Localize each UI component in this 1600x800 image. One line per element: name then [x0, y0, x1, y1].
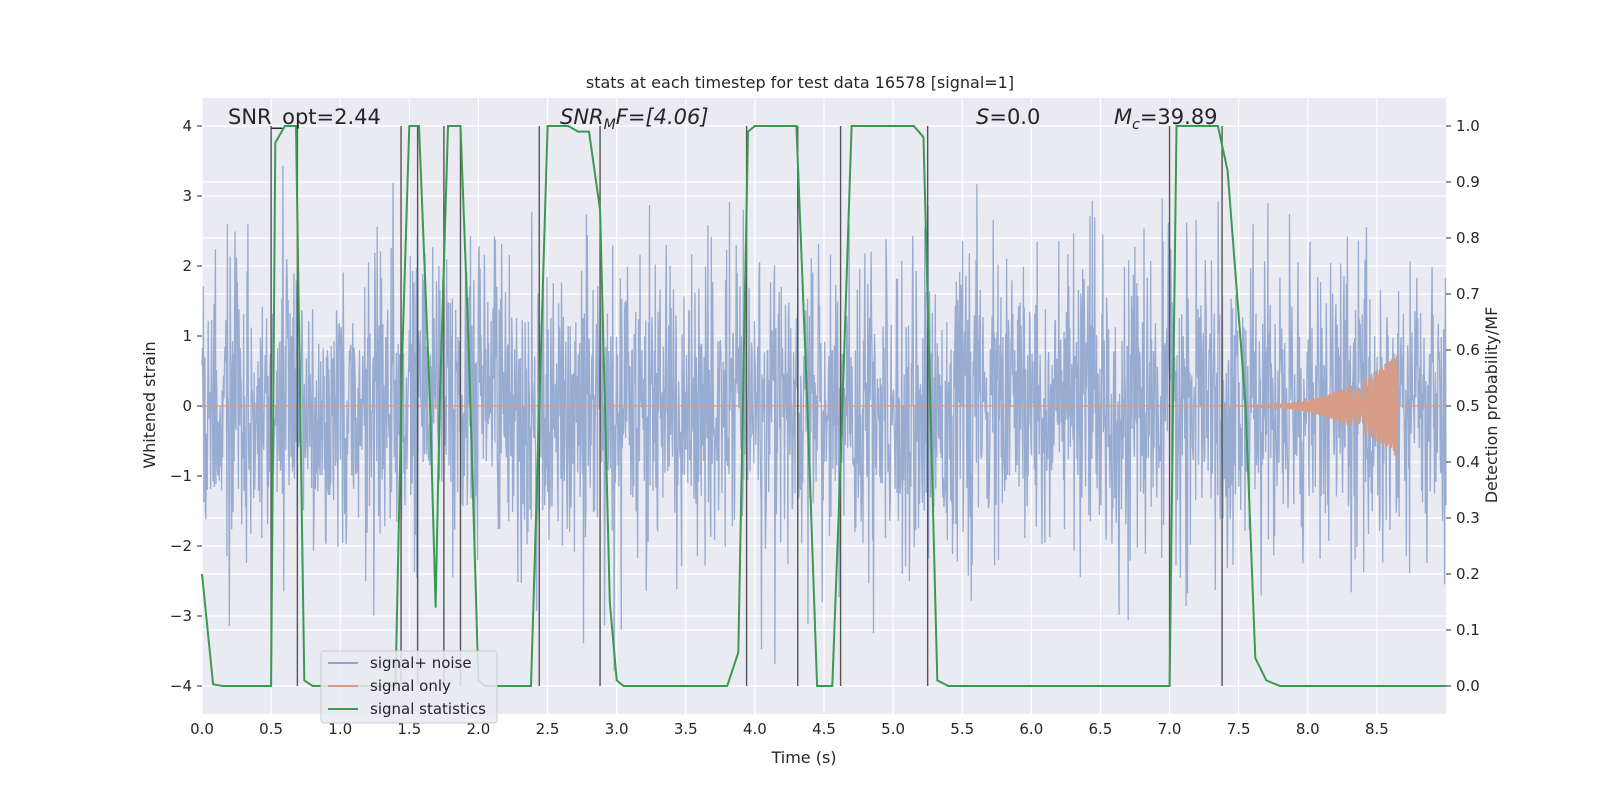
- y-tick-label-right: 1.0: [1456, 117, 1480, 135]
- legend: signal+ noise signal only signal statist…: [320, 650, 498, 724]
- series-signal-noise: [201, 165, 1447, 672]
- annotation-s-symbol: S: [976, 105, 989, 129]
- x-tick-label: 8.0: [1296, 720, 1320, 738]
- annotation-mc-value: =39.89: [1140, 105, 1218, 129]
- y-axis-label-right: Detection probability/MF: [1482, 307, 1501, 504]
- x-axis-label: Time (s): [770, 748, 836, 767]
- y-tick-label-left: −2: [170, 537, 192, 555]
- y-tick-label-right: 0.1: [1456, 621, 1480, 639]
- x-tick-label: 3.0: [605, 720, 629, 738]
- x-tick-label: 5.5: [950, 720, 974, 738]
- signal-only-line: [202, 355, 1446, 459]
- x-tick-label: 1.0: [328, 720, 352, 738]
- y-tick-label-left: 2: [182, 257, 192, 275]
- x-tick-label: 5.0: [881, 720, 905, 738]
- signal-noise-line: [201, 165, 1447, 672]
- annotation-snr-mf: SNRMF=[4.06]: [560, 105, 709, 133]
- y-tick-label-right: 0.5: [1456, 397, 1480, 415]
- y-tick-label-right: 0.6: [1456, 341, 1480, 359]
- annotation-mc: Mc=39.89: [1114, 105, 1218, 133]
- x-tick-label: 1.5: [397, 720, 421, 738]
- y-tick-label-left: 0: [182, 397, 192, 415]
- y-tick-label-left: −3: [170, 607, 192, 625]
- x-tick-label: 0.0: [190, 720, 214, 738]
- annotation-snr-mf-subscript: M: [604, 117, 616, 133]
- x-tick-label: 3.5: [674, 720, 698, 738]
- y-tick-label-left: −4: [170, 677, 192, 695]
- tick-labels: 0.0 0.5 1.0 1.5 2.0 2.5 3.0 3.5 4.0 4.5 5.0 5.5 6.0 6…: [170, 117, 1480, 738]
- y-axis-label-left: Whitened strain: [140, 341, 159, 468]
- annotation-mc-symbol: M: [1114, 105, 1132, 129]
- y-tick-label-right: 0.3: [1456, 509, 1480, 527]
- legend-label-signal-statistics: signal statistics: [370, 700, 486, 718]
- x-tick-label: 7.0: [1158, 720, 1182, 738]
- y-tick-label-right: 0.4: [1456, 453, 1480, 471]
- x-tick-label: 2.5: [536, 720, 560, 738]
- x-tick-label: 6.5: [1089, 720, 1113, 738]
- legend-label-signal-noise: signal+ noise: [370, 654, 472, 672]
- y-tick-label-right: 0.7: [1456, 285, 1480, 303]
- annotation-s: S=0.0: [976, 105, 1040, 129]
- y-tick-label-left: 1: [182, 327, 192, 345]
- x-tick-label: 6.0: [1019, 720, 1043, 738]
- x-tick-label: 8.5: [1365, 720, 1389, 738]
- y-tick-label-left: 4: [182, 117, 192, 135]
- y-tick-label-right: 0.2: [1456, 565, 1480, 583]
- x-tick-label: 2.0: [467, 720, 491, 738]
- x-tick-label: 7.5: [1227, 720, 1251, 738]
- legend-box: [320, 650, 498, 724]
- annotation-snr-mf-symbol: SNR: [560, 105, 604, 129]
- annotation-mc-subscript: c: [1132, 117, 1140, 133]
- annotation-snr-opt: SNR_opt=2.44: [228, 105, 381, 130]
- y-tick-label-left: 3: [182, 187, 192, 205]
- annotation-s-value: =0.0: [989, 105, 1040, 129]
- x-tick-label: 4.5: [812, 720, 836, 738]
- y-tick-label-right: 0.0: [1456, 677, 1480, 695]
- annotation-snr-mf-f: F=[4.06]: [616, 105, 709, 129]
- x-tick-label: 0.5: [259, 720, 283, 738]
- x-tick-label: 4.0: [743, 720, 767, 738]
- chart-title: stats at each timestep for test data 165…: [586, 73, 1014, 92]
- y-tick-label-right: 0.8: [1456, 229, 1480, 247]
- legend-label-signal-only: signal only: [370, 677, 451, 695]
- y-tick-label-right: 0.9: [1456, 173, 1480, 191]
- y-tick-label-left: −1: [170, 467, 192, 485]
- series-signal-only: [202, 355, 1446, 459]
